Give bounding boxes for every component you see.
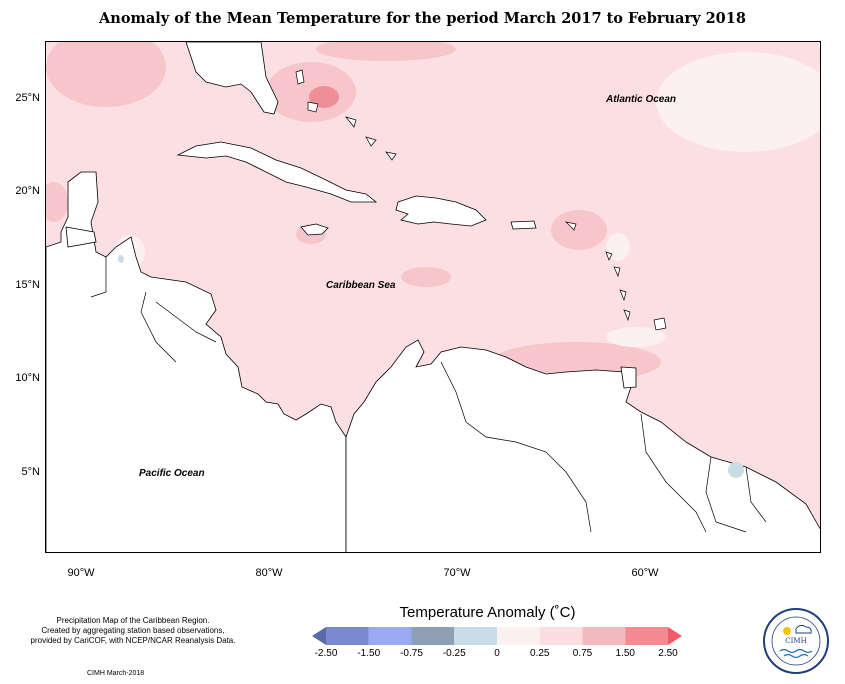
border-guatemala — [140, 291, 177, 363]
legend-swatch — [454, 627, 497, 645]
credit-block: Precipitation Map of the Caribbean Regio… — [18, 616, 248, 646]
map-canvas — [46, 42, 820, 552]
map-title: Anomaly of the Mean Temperature for the … — [99, 10, 746, 27]
lat-label-10n: 10°N — [15, 372, 40, 384]
legend-swatch — [326, 627, 369, 645]
border-colombia-venezuela — [440, 361, 592, 533]
small-islands — [295, 69, 667, 331]
map-area: Atlantic Ocean Caribbean Sea Pacific Oce… — [45, 41, 821, 553]
legend-tick-label: 0.75 — [572, 648, 593, 659]
border-honduras — [155, 301, 217, 343]
island-bahamas-2 — [307, 101, 319, 113]
border-mexico — [90, 257, 107, 298]
lon-label-80w: 80°W — [255, 567, 283, 579]
lat-label-5n: 5°N — [21, 466, 40, 478]
label-caribbean-sea: Caribbean Sea — [326, 280, 396, 291]
landmass-group — [46, 42, 820, 552]
legend-tick-label: -1.50 — [357, 648, 381, 659]
legend-swatch — [411, 627, 455, 645]
land-central-america — [46, 171, 347, 552]
island-antilles-4 — [623, 309, 631, 322]
anomaly-patch-bahamas-core — [309, 86, 339, 108]
cimh-logo-graphic — [763, 608, 829, 674]
lon-label-90w: 90°W — [67, 567, 95, 579]
island-antilles-1 — [605, 251, 613, 261]
sun-icon — [783, 627, 791, 635]
island-bahamas-4 — [365, 136, 377, 147]
island-bahamas-5 — [385, 151, 397, 161]
lon-label-60w: 60°W — [631, 567, 659, 579]
legend-swatch — [625, 627, 668, 645]
land-south-america — [345, 339, 820, 552]
legend-swatch — [539, 627, 583, 645]
legend-title: Temperature Anomaly (˚C) — [399, 604, 576, 621]
legend-tick-label: -0.75 — [400, 648, 423, 659]
border-lines — [90, 257, 767, 533]
lat-label-15n: 15°N — [15, 279, 40, 291]
legend-tick-label: 0.25 — [530, 648, 550, 659]
land-florida — [185, 42, 279, 115]
wave-icon — [779, 648, 813, 654]
island-antilles-2 — [613, 266, 621, 278]
anomaly-patch-atlantic-cool — [656, 52, 820, 152]
lon-label-70w: 70°W — [443, 567, 471, 579]
anomaly-patch-gulf — [46, 42, 166, 107]
legend-tick-label: 2.50 — [658, 648, 678, 659]
label-pacific-ocean: Pacific Ocean — [139, 468, 205, 479]
color-legend: -2.50 -1.50 -0.75 -0.25 0 0.25 0.75 1.50 2.50 — [312, 626, 682, 676]
island-bahamas-3 — [345, 116, 357, 128]
lat-label-25n: 25°N — [15, 92, 40, 104]
land-cuba — [176, 141, 378, 203]
cloud-icon — [795, 624, 812, 634]
label-atlantic-ocean: Atlantic Ocean — [606, 94, 677, 105]
island-antilles-3 — [619, 289, 627, 302]
anomaly-spot-guiana — [728, 462, 744, 478]
land-jamaica — [300, 223, 329, 236]
anomaly-patch-north — [316, 42, 456, 61]
legend-tick-label: 0 — [494, 648, 500, 659]
lat-label-20n: 20°N — [15, 185, 40, 197]
legend-colorbar — [312, 627, 682, 645]
legend-swatch — [312, 627, 326, 645]
land-trinidad — [620, 366, 637, 389]
credit-line-2: Created by aggregating station based obs… — [41, 626, 225, 635]
legend-tick-label: -0.25 — [442, 648, 466, 659]
land-puerto-rico — [510, 220, 537, 230]
credit-line-1: Precipitation Map of the Caribbean Regio… — [56, 616, 210, 625]
land-hispaniola — [395, 195, 487, 227]
legend-tick-label: -2.50 — [314, 648, 338, 659]
anomaly-spot-belize — [118, 255, 124, 263]
land-yucatan — [65, 226, 97, 248]
legend-swatch — [368, 627, 412, 645]
anomaly-patch-central — [401, 267, 451, 287]
legend-swatch — [497, 627, 540, 645]
island-bahamas-1 — [295, 69, 305, 85]
legend-swatch — [582, 627, 626, 645]
logo-text: CIMH — [785, 637, 807, 645]
border-guyana-suriname — [705, 456, 747, 533]
legend-swatch — [668, 627, 682, 645]
anomaly-patch-yucatan — [46, 182, 68, 222]
credit-date: CIMH March-2018 — [87, 670, 145, 677]
island-barbados — [653, 317, 667, 331]
anomaly-patch-lesser-antilles — [551, 210, 607, 250]
cimh-logo: CIMH — [762, 607, 830, 675]
anomaly-patch-grenada — [606, 327, 666, 347]
legend-tick-label: 1.50 — [615, 648, 635, 659]
border-venezuela-guyana — [640, 413, 707, 533]
border-suriname-guiana — [745, 466, 767, 523]
island-virgin — [564, 221, 577, 231]
credit-line-3: provided by CariCOF, with NCEP/NCAR Rean… — [30, 636, 236, 645]
